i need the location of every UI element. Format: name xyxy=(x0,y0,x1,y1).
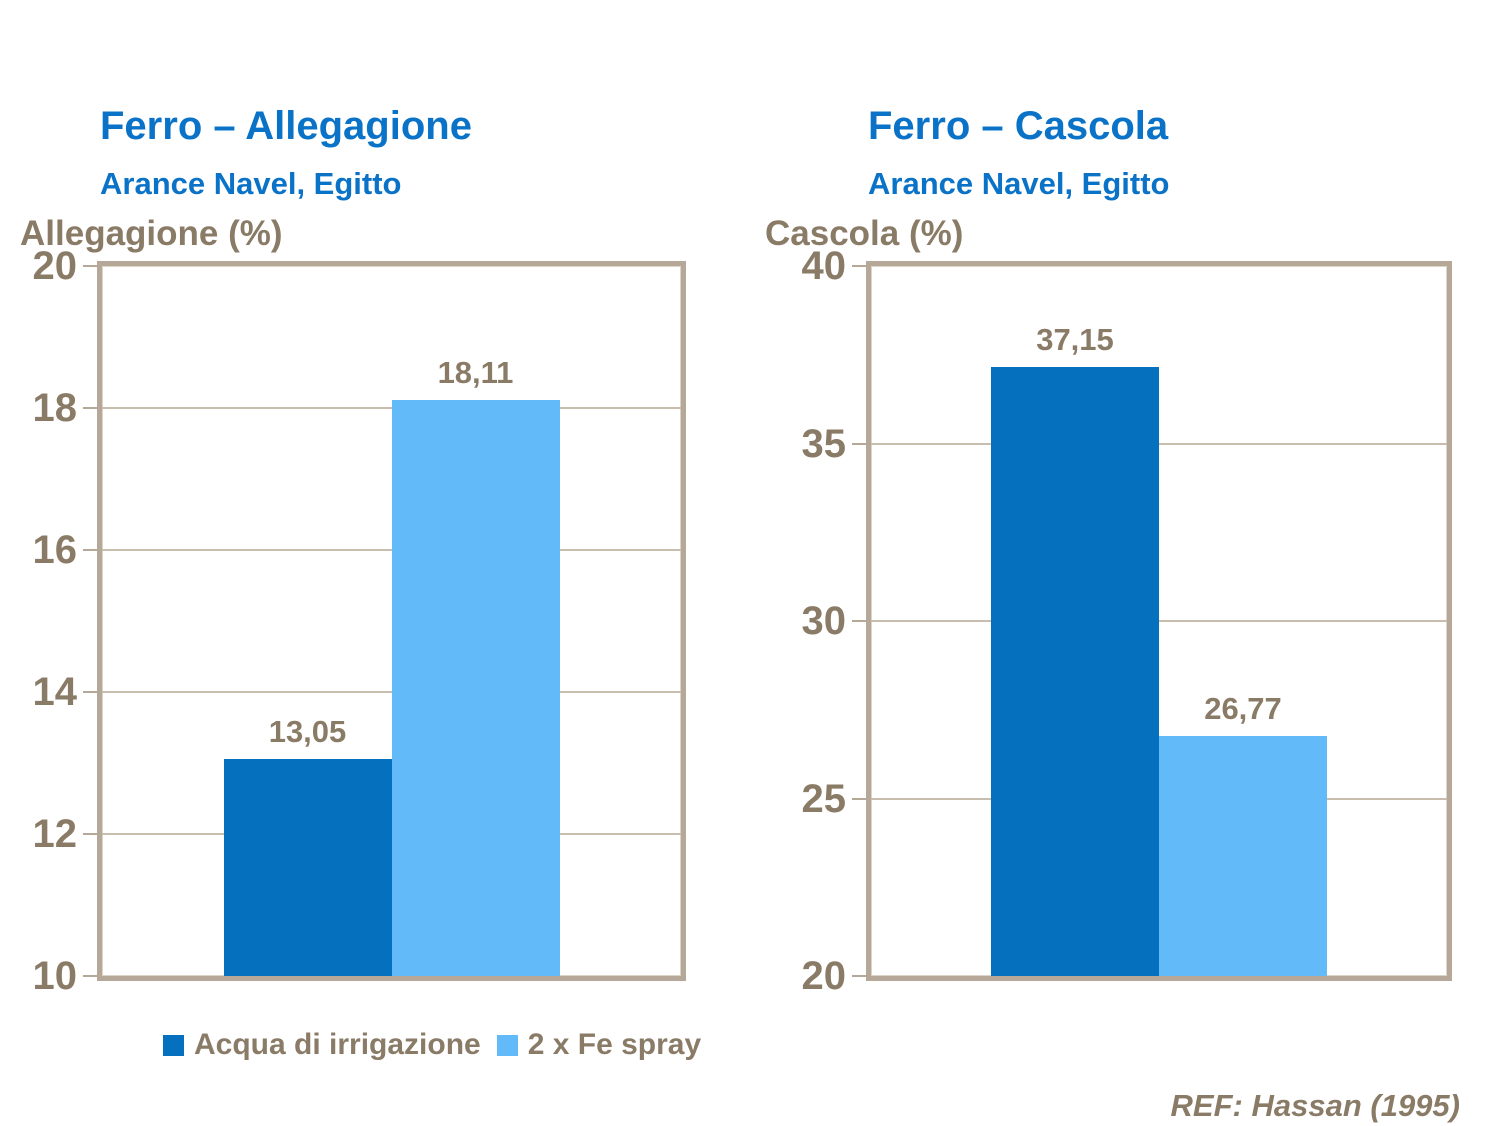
y-axis-tick-label: 14 xyxy=(32,670,78,714)
legend-swatch-icon xyxy=(163,1034,184,1056)
y-axis-tick xyxy=(83,265,97,267)
legend-label: 2 x Fe spray xyxy=(527,1028,702,1061)
legend-item: Acqua di irrigazione xyxy=(163,1028,481,1062)
gridline xyxy=(871,442,1447,445)
y-axis-tick-label: 40 xyxy=(801,244,847,288)
y-axis-tick xyxy=(83,407,97,409)
gridline xyxy=(871,620,1447,622)
legend-swatch-icon xyxy=(496,1034,518,1056)
bar-value-label: 13,05 xyxy=(268,714,347,750)
legend-label: Acqua di irrigazione xyxy=(194,1028,481,1061)
y-axis-tick xyxy=(83,975,97,977)
y-axis-tick xyxy=(83,691,97,693)
reference-text: REF: Hassan (1995) xyxy=(1170,1088,1460,1123)
y-axis-tick-label: 25 xyxy=(801,776,847,821)
y-axis-tick-label: 20 xyxy=(801,954,847,998)
bar-value-label: 18,11 xyxy=(437,355,514,391)
y-axis-title-cascola: Cascola (%) xyxy=(765,214,964,253)
y-axis-tick-label: 30 xyxy=(801,599,847,643)
y-axis-title-allegagione: Allegagione (%) xyxy=(20,214,283,253)
y-axis-tick xyxy=(852,975,866,977)
legend-item: 2 x Fe spray xyxy=(496,1028,702,1062)
y-axis-tick-label: 12 xyxy=(32,812,78,856)
y-axis-tick-label: 16 xyxy=(32,528,78,572)
legend: Acqua di irrigazione 2 x Fe spray xyxy=(163,1028,717,1062)
chart-subtitle-cascola: Arance Navel, Egitto xyxy=(868,166,1170,201)
bar-value-label: 26,77 xyxy=(1204,690,1282,726)
chart-title-allegagione: Ferro – Allegagione xyxy=(100,104,472,148)
bar-fe-spray xyxy=(1159,735,1327,976)
bar-value-label: 37,15 xyxy=(1036,322,1114,358)
chart-subtitle-allegagione: Arance Navel, Egitto xyxy=(100,166,402,201)
y-axis-tick xyxy=(852,797,866,800)
y-axis-tick xyxy=(852,620,866,622)
chart-title-cascola: Ferro – Cascola xyxy=(868,104,1169,148)
y-axis-tick-label: 20 xyxy=(32,244,78,288)
y-axis-tick-label: 35 xyxy=(801,421,847,466)
y-axis-tick xyxy=(83,549,97,551)
bar-acqua-di-irrigazione xyxy=(991,367,1159,976)
bar-acqua-di-irrigazione xyxy=(223,759,392,976)
y-axis-tick xyxy=(852,442,866,445)
bar-fe-spray xyxy=(391,400,560,976)
y-axis-tick-label: 18 xyxy=(32,386,78,430)
y-axis-tick xyxy=(83,833,97,835)
y-axis-tick xyxy=(852,265,866,267)
y-axis-tick-label: 10 xyxy=(32,954,78,998)
